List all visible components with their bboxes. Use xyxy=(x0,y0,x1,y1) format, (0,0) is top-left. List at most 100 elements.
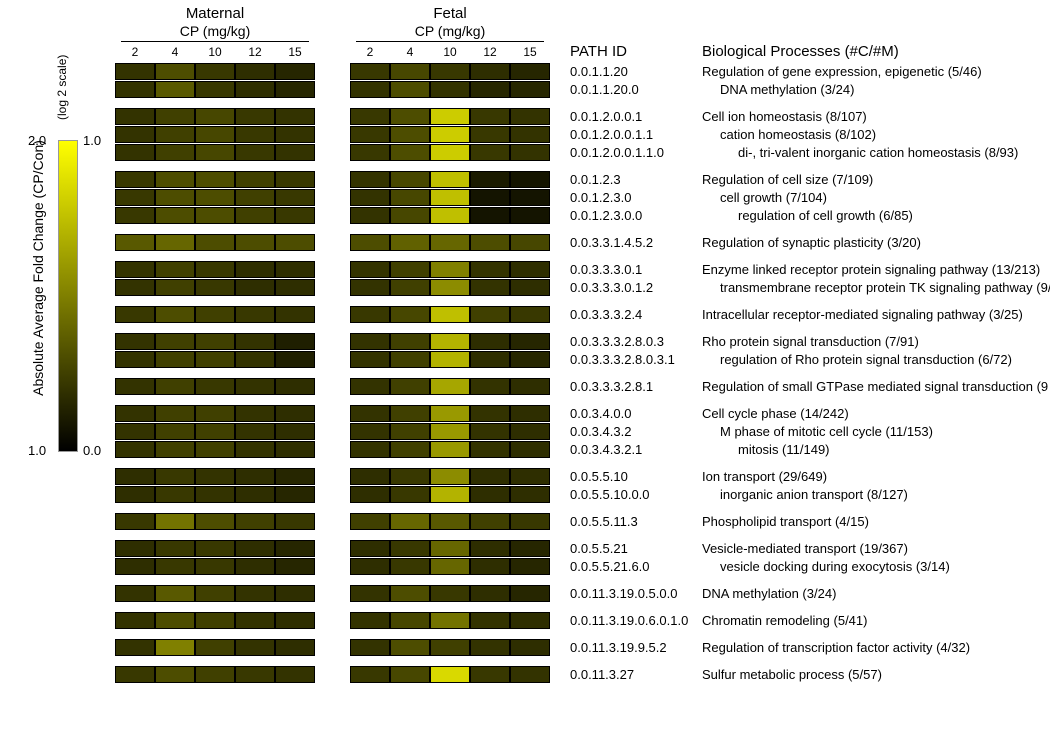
heatmap-cell xyxy=(390,585,430,602)
heatmap-cell xyxy=(275,171,315,188)
path-id: 0.0.3.3.3.2.4 xyxy=(570,307,642,322)
heatmap-cell xyxy=(390,63,430,80)
path-id: 0.0.1.2.3 xyxy=(570,172,621,187)
heatmap-cell xyxy=(350,351,390,368)
dose-labels-row: 2410121524101215 xyxy=(115,41,1035,63)
heatmap-cell xyxy=(350,558,390,575)
heatmap-cell xyxy=(470,351,510,368)
heatmap-cell xyxy=(470,189,510,206)
heatmap-cell xyxy=(195,468,235,485)
heatmap-cell xyxy=(115,351,155,368)
path-id: 0.0.11.3.19.0.5.0.0 xyxy=(570,586,677,601)
path-id: 0.0.1.2.0.0.1.1 xyxy=(570,127,653,142)
heatmap-cell xyxy=(510,333,550,350)
heatmap-cell xyxy=(390,378,430,395)
heatmap-cell xyxy=(195,333,235,350)
heatmap-cell xyxy=(430,558,470,575)
heatmap-cell xyxy=(470,261,510,278)
heatmap-cell xyxy=(430,279,470,296)
colorbar-inner-bottom: 0.0 xyxy=(83,443,101,458)
heatmap-cell xyxy=(155,612,195,629)
heatmap-cell xyxy=(510,612,550,629)
bio-process: Cell ion homeostasis (8/107) xyxy=(702,109,867,124)
heatmap-cell xyxy=(390,468,430,485)
heatmap-cell xyxy=(115,468,155,485)
heatmap-row: 0.0.3.3.3.2.4 Intracellular receptor-medi… xyxy=(115,306,1035,324)
maternal-cp-label: CP (mg/kg) xyxy=(115,23,315,39)
heatmap-cell xyxy=(115,378,155,395)
heatmap-cell xyxy=(510,441,550,458)
heatmap-cell xyxy=(195,351,235,368)
bio-process: Sulfur metabolic process (5/57) xyxy=(702,667,882,682)
heatmap-cell xyxy=(195,540,235,557)
colorbar-axis-label: Absolute Average Fold Change (CP/Con) xyxy=(30,118,46,418)
heatmap-cell xyxy=(115,207,155,224)
heatmap-cell xyxy=(430,63,470,80)
heatmap-cell xyxy=(155,585,195,602)
heatmap-cell xyxy=(115,423,155,440)
heatmap-cell xyxy=(195,513,235,530)
heatmap-cell xyxy=(430,189,470,206)
heatmap-cell xyxy=(430,171,470,188)
heatmap-cell xyxy=(430,234,470,251)
heatmap-cell xyxy=(390,279,430,296)
heatmap-cell xyxy=(115,306,155,323)
bio-process: Intracellular receptor-mediated signalin… xyxy=(702,307,1023,322)
heatmap-cell xyxy=(155,63,195,80)
bio-process: Enzyme linked receptor protein signaling… xyxy=(702,262,1040,277)
heatmap-cell xyxy=(115,189,155,206)
bio-process: regulation of cell growth (6/85) xyxy=(738,208,913,223)
path-id: 0.0.11.3.19.0.6.0.1.0 xyxy=(570,613,688,628)
heatmap-cell xyxy=(470,81,510,98)
heatmap-cell xyxy=(350,441,390,458)
heatmap-cell xyxy=(430,612,470,629)
colorbar-block: Absolute Average Fold Change (CP/Con) (l… xyxy=(8,60,98,540)
maternal-label: Maternal xyxy=(115,5,315,22)
heatmap-cell xyxy=(275,189,315,206)
heatmap-cell xyxy=(235,468,275,485)
colorbar-inner-top: 1.0 xyxy=(83,133,101,148)
heatmap-cell xyxy=(195,234,235,251)
heatmap-cell xyxy=(350,423,390,440)
heatmap-cell xyxy=(470,207,510,224)
heatmap-cell xyxy=(195,378,235,395)
colorbar-gradient xyxy=(58,140,78,452)
heatmap-cell xyxy=(275,378,315,395)
heatmap-cell xyxy=(510,63,550,80)
heatmap-cell xyxy=(115,558,155,575)
heatmap-cell xyxy=(275,207,315,224)
heatmap-cell xyxy=(195,108,235,125)
heatmap-cell xyxy=(510,144,550,161)
heatmap-cell xyxy=(275,441,315,458)
heatmap-cell xyxy=(115,333,155,350)
heatmap-row: 0.0.3.4.0.0Cell cycle phase (14/242) xyxy=(115,405,1035,423)
heatmap-cell xyxy=(350,144,390,161)
heatmap-cell xyxy=(235,108,275,125)
heatmap-cell xyxy=(350,468,390,485)
dose-label: 15 xyxy=(510,45,550,59)
heatmap-cell xyxy=(350,666,390,683)
path-id: 0.0.3.4.3.2.1 xyxy=(570,442,642,457)
heatmap-cell xyxy=(390,486,430,503)
heatmap-cell xyxy=(390,81,430,98)
heatmap-cell xyxy=(390,108,430,125)
heatmap-cell xyxy=(275,279,315,296)
heatmap-cell xyxy=(155,441,195,458)
heatmap-cell xyxy=(155,306,195,323)
heatmap-cell xyxy=(235,558,275,575)
dose-label: 12 xyxy=(235,45,275,59)
fetal-label: Fetal xyxy=(350,5,550,22)
heatmap-cell xyxy=(430,585,470,602)
heatmap-cell xyxy=(510,234,550,251)
heatmap-cell xyxy=(275,666,315,683)
heatmap-cell xyxy=(390,540,430,557)
heatmap-cell xyxy=(350,639,390,656)
heatmap-cell xyxy=(390,423,430,440)
row-group: 0.0.3.3.1.4.5.2Regulation of synaptic pl… xyxy=(115,234,1035,252)
heatmap-row: 0.0.3.3.3.0.1.2transmembrane receptor pr… xyxy=(115,279,1035,297)
path-id: 0.0.3.3.3.2.8.0.3.1 xyxy=(570,352,675,367)
heatmap-cell xyxy=(235,279,275,296)
heatmap-area: Maternal Fetal CP (mg/kg) CP (mg/kg) PAT… xyxy=(115,5,1035,693)
heatmap-cell xyxy=(350,279,390,296)
heatmap-row: 0.0.3.3.1.4.5.2Regulation of synaptic pl… xyxy=(115,234,1035,252)
